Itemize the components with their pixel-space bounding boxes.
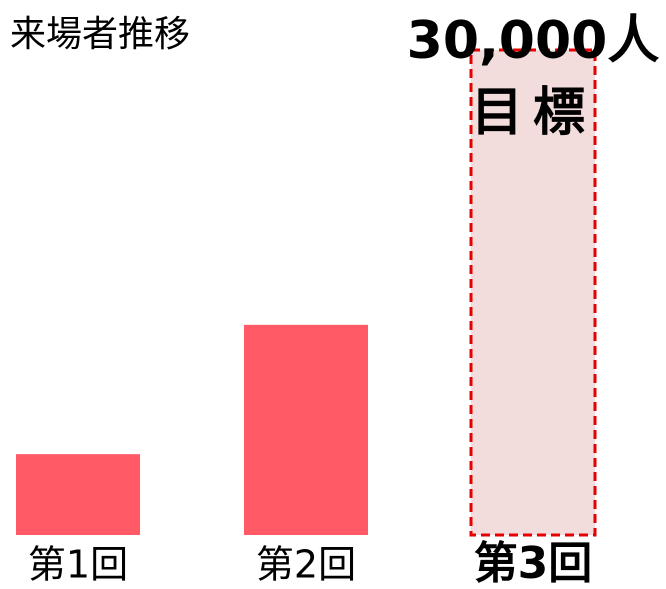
x-tick-label: 第1回	[28, 543, 128, 587]
x-tick-label: 第3回	[474, 538, 593, 589]
value-label: 30,000人	[407, 11, 660, 71]
annotation: 目標	[471, 83, 595, 143]
x-tick-label: 第2回	[256, 543, 356, 587]
chart-title: 来場者推移	[10, 14, 190, 55]
bar	[244, 324, 368, 535]
bar	[16, 454, 140, 535]
target-bar	[469, 48, 597, 537]
